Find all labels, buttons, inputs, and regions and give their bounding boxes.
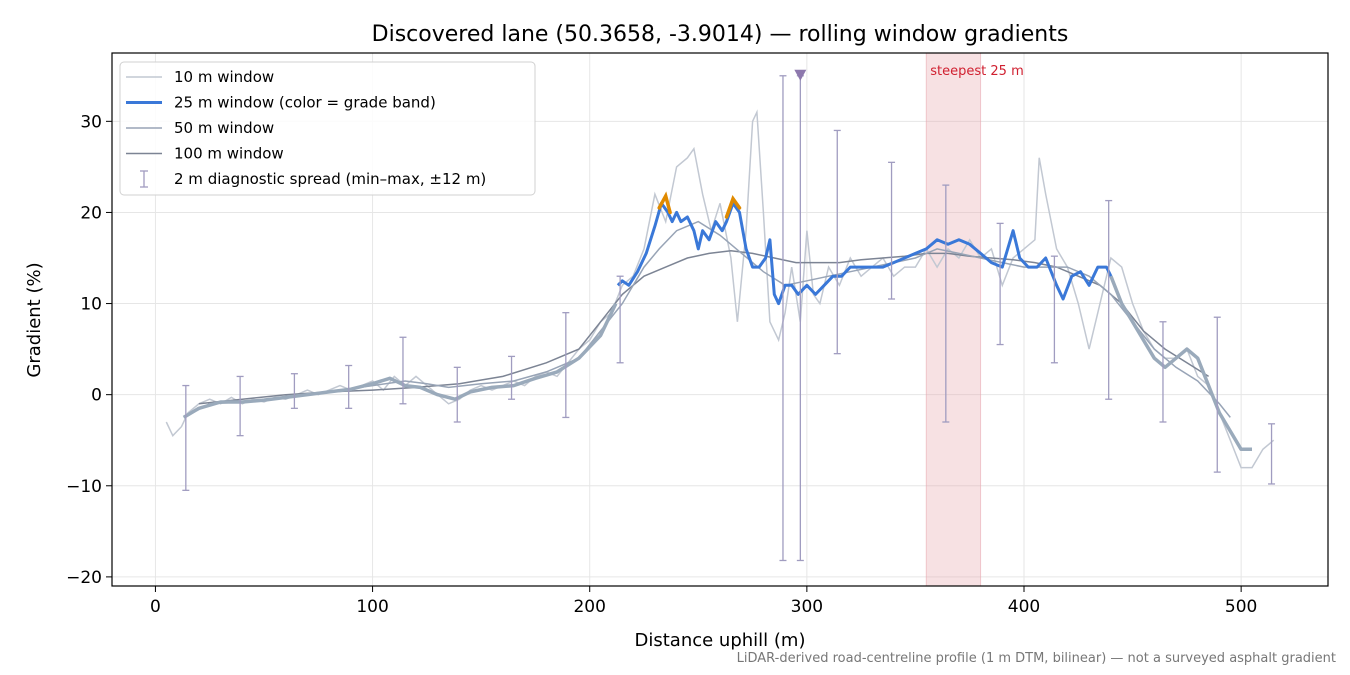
y-tick-label: 10 [80, 295, 102, 315]
y-tick-label: 20 [80, 203, 102, 223]
legend-entry-spread-label: 2 m diagnostic spread (min–max, ±12 m) [174, 170, 486, 188]
x-tick-label: 0 [150, 597, 161, 617]
legend: 10 m window 25 m window (color = grade ba… [119, 61, 536, 196]
plot-area: steepest 25 m 0 100 200 300 400 500 −20 −10 0 10 20… [66, 52, 1329, 617]
y-tick-label: 30 [80, 112, 102, 132]
legend-box [119, 61, 536, 196]
legend-entry-100m-label: 100 m window [174, 145, 284, 163]
legend-entry-25m-label: 25 m window (color = grade band) [174, 94, 436, 112]
series-25m-line-gentle-end [1109, 275, 1252, 452]
x-axis-label: Distance uphill (m) [635, 630, 806, 651]
series-25m-line-gentle-start [182, 302, 618, 419]
x-tick-label: 200 [573, 597, 605, 617]
peak-marker [794, 69, 807, 81]
steepest-annotation: steepest 25 m [930, 64, 1023, 79]
x-tick-label: 100 [356, 597, 388, 617]
y-tick-label: −20 [66, 568, 102, 588]
steepest-highlight-band [925, 52, 982, 587]
plot-frame [111, 52, 1329, 587]
y-tick-label: 0 [91, 386, 102, 406]
x-tick-label: 500 [1225, 597, 1257, 617]
legend-entry-50m-label: 50 m window [174, 119, 274, 137]
footnote: LiDAR-derived road-centreline profile (1… [736, 651, 1336, 666]
y-axis-label: Gradient (%) [24, 262, 45, 377]
series-25m-line-steepest-band [724, 195, 742, 219]
legend-entry-10m-label: 10 m window [174, 68, 274, 86]
series-25m-line-steep-band [616, 201, 1113, 306]
series-25m-line-steepest-band [657, 191, 672, 215]
x-tick-label: 400 [1008, 597, 1040, 617]
series-100m-line [198, 249, 1209, 405]
y-tick-label: −10 [66, 477, 102, 497]
chart-title: Discovered lane (50.3658, -3.9014) — rol… [372, 22, 1069, 47]
x-tick-label: 300 [791, 597, 823, 617]
